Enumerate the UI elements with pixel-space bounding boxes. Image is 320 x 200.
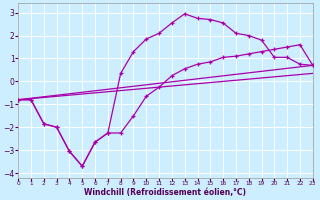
X-axis label: Windchill (Refroidissement éolien,°C): Windchill (Refroidissement éolien,°C) (84, 188, 246, 197)
